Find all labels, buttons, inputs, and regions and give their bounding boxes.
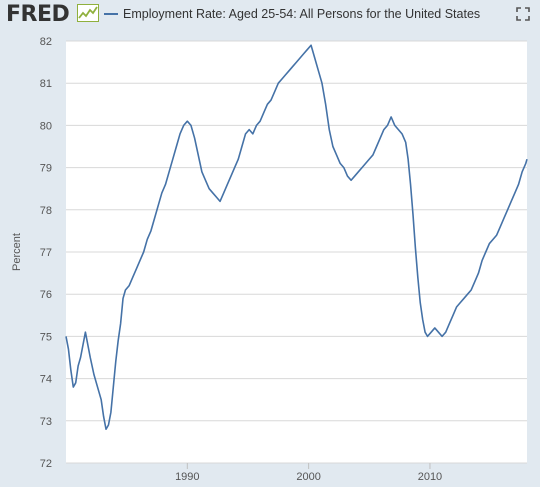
y-tick-label: 75 [40, 331, 52, 343]
y-tick-label: 76 [40, 289, 52, 301]
y-tick-label: 81 [40, 78, 52, 90]
x-axis-ticks: 1990 2000 2010 [175, 463, 442, 483]
y-tick-label: 82 [40, 36, 52, 48]
mini-line-graph-icon [77, 4, 99, 22]
chart-legend: Employment Rate: Aged 25-54: All Persons… [104, 4, 480, 24]
y-axis-label: Percent [11, 233, 23, 271]
y-tick-label: 73 [40, 416, 52, 428]
series-line[interactable] [65, 44, 528, 431]
x-tick-label: 2000 [296, 471, 320, 483]
legend-series-swatch [104, 13, 118, 15]
x-tick-label: 1990 [175, 471, 199, 483]
y-tick-label: 80 [40, 120, 52, 132]
y-tick-label: 79 [40, 163, 52, 175]
y-tick-label: 72 [40, 458, 52, 470]
legend-series-label: Employment Rate: Aged 25-54: All Persons… [123, 7, 481, 21]
x-tick-label: 2010 [418, 471, 442, 483]
line-chart: 72 73 74 75 76 77 78 79 80 81 82 1990 2000 2010 Perc… [11, 36, 528, 483]
fullscreen-corners-icon[interactable] [516, 7, 530, 21]
fred-logo[interactable]: FRED [6, 2, 70, 27]
y-tick-label: 77 [40, 247, 52, 259]
y-tick-label: 78 [40, 205, 52, 217]
chart-header: FRED Employment Rate: Aged 25-54: All Pe… [0, 0, 540, 30]
y-axis-ticks: 72 73 74 75 76 77 78 79 80 81 82 [40, 36, 52, 470]
y-tick-label: 74 [40, 374, 52, 386]
